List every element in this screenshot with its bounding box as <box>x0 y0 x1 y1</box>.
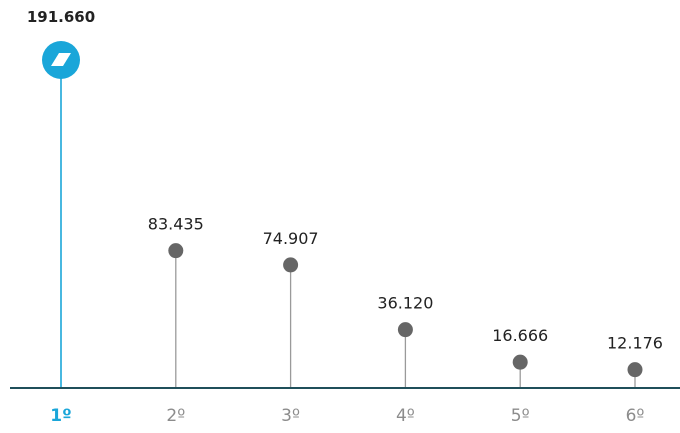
slash-shape <box>51 53 71 66</box>
slash-badge-icon <box>42 41 80 79</box>
value-label-6: 12.176 <box>607 334 663 353</box>
tick-label-2: 2º <box>166 406 185 426</box>
tick-label-4: 4º <box>396 406 415 426</box>
tick-label-3: 3º <box>281 406 300 426</box>
tick-labels-group: 1º 2º 3º 4º 5º 6º <box>50 406 644 426</box>
marker-6 <box>627 362 643 378</box>
markers-group <box>42 41 643 378</box>
value-label-2: 83.435 <box>148 215 204 234</box>
marker-2 <box>168 243 184 259</box>
value-label-1: 191.660 <box>27 8 95 26</box>
value-labels-group: 191.660 83.435 74.907 36.120 16.666 12.176 <box>27 8 663 353</box>
value-label-5: 16.666 <box>492 326 548 345</box>
marker-4 <box>397 322 413 338</box>
tick-label-5: 5º <box>511 406 530 426</box>
value-label-4: 36.120 <box>377 294 433 313</box>
marker-3 <box>283 257 299 273</box>
value-label-3: 74.907 <box>263 229 319 248</box>
tick-label-1: 1º <box>50 406 71 426</box>
marker-5 <box>512 354 528 370</box>
tick-label-6: 6º <box>626 406 645 426</box>
